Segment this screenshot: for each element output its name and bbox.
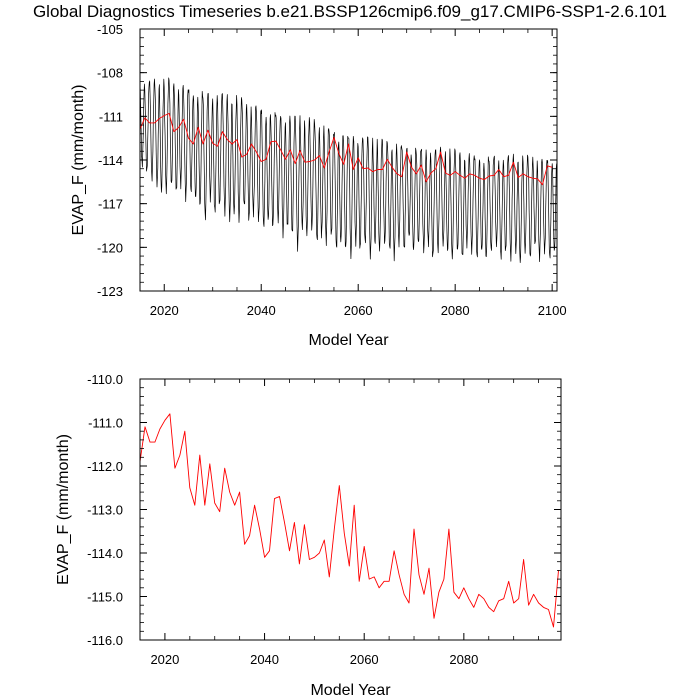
y-tick-label: -111.0 [88, 416, 123, 431]
series-line-0 [139, 77, 557, 263]
y-tick-label: -116.0 [87, 633, 123, 648]
x-tick-label: 2020 [150, 652, 179, 667]
y-axis-title: EVAP_F (mm/month) [55, 434, 72, 585]
y-tick-label: -114 [98, 153, 123, 168]
x-axis-title: Model Year [310, 682, 391, 699]
y-tick-label: -108 [97, 66, 123, 81]
y-axis-title: EVAP_F (mm/month) [70, 85, 87, 236]
x-tick-label: 2020 [150, 303, 179, 318]
y-tick-label: -123 [97, 284, 123, 299]
x-tick-label: 2040 [247, 303, 276, 318]
y-tick-label: -115.0 [87, 590, 123, 605]
top-plot: 2020 2040 2060 2080 2100 -105 -108 -111 -114 -117… [70, 22, 567, 349]
y-tick-label: -111 [99, 109, 123, 124]
x-tick-label: 2040 [250, 652, 279, 667]
x-tick-label: 2060 [350, 652, 379, 667]
x-tick-label: 2100 [538, 303, 567, 318]
figure-title: Global Diagnostics Timeseries b.e21.BSSP… [32, 2, 668, 21]
y-tick-label: -117 [98, 197, 123, 212]
y-tick-label: -114.0 [87, 546, 123, 561]
x-axis-title: Model Year [308, 332, 389, 349]
plot-frame [139, 378, 562, 641]
y-tick-label: -110.0 [87, 372, 123, 387]
x-tick-label: 2060 [344, 303, 373, 318]
series-line-1 [139, 112, 553, 186]
y-tick-label: -120 [97, 240, 123, 255]
y-tick-label: -112.0 [87, 459, 123, 474]
x-tick-label: 2080 [441, 303, 470, 318]
y-tick-label: -105 [97, 22, 123, 37]
bottom-plot: 2020 2040 2060 2080 -110.0 -111.0 -112.0 -113.0… [55, 372, 562, 699]
x-tick-label: 2080 [449, 652, 478, 667]
y-tick-label: -113.0 [87, 503, 123, 518]
series-line-0 [139, 413, 559, 628]
